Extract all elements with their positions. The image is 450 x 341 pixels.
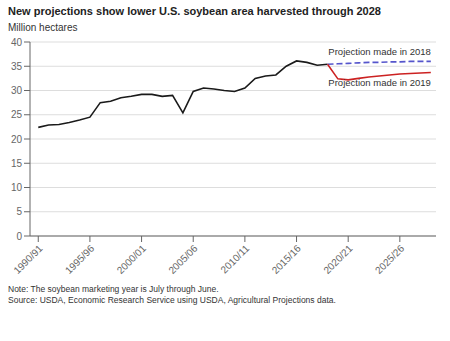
html-text:New projections show lower U.S: New projections show lower U.S. soybean …: [8, 5, 381, 17]
svg-text:2025/26: 2025/26: [373, 242, 407, 276]
svg-text:Projection made in 2019: Projection made in 2019: [328, 77, 430, 88]
svg-text:2000/01: 2000/01: [115, 242, 149, 276]
svg-text:2015/16: 2015/16: [270, 242, 304, 276]
svg-text:2020/21: 2020/21: [321, 242, 355, 276]
html-text:Note: The soybean marketing ye: Note: The soybean marketing year is July…: [8, 284, 219, 294]
svg-text:2005/06: 2005/06: [166, 242, 200, 276]
svg-text:1995/96: 1995/96: [63, 242, 97, 276]
html-text:Source: USDA, Economic Researc: Source: USDA, Economic Research Service …: [8, 295, 336, 305]
svg-text:5: 5: [16, 206, 22, 217]
html-text:Million hectares: Million hectares: [8, 22, 78, 33]
svg-text:35: 35: [11, 61, 23, 72]
svg-text:15: 15: [11, 158, 23, 169]
svg-text:25: 25: [11, 109, 23, 120]
svg-text:1990/91: 1990/91: [11, 242, 45, 276]
svg-text:40: 40: [11, 37, 23, 48]
svg-text:2010/11: 2010/11: [219, 242, 252, 275]
svg-text:20: 20: [11, 134, 23, 145]
svg-text:10: 10: [11, 182, 23, 193]
svg-text:30: 30: [11, 85, 23, 96]
svg-text:0: 0: [16, 231, 22, 242]
svg-text:Projection made in 2018: Projection made in 2018: [328, 46, 430, 57]
